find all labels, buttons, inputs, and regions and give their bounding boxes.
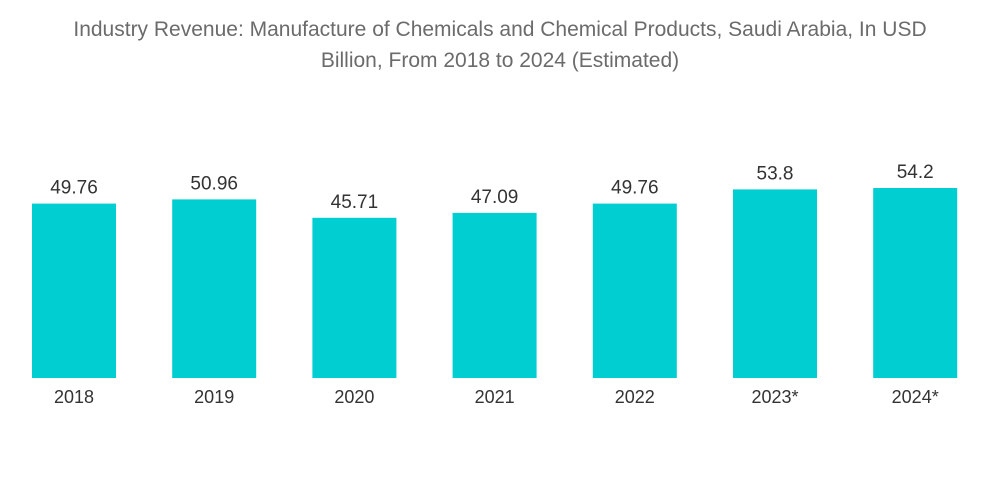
x-tick-labels-group: 2018 2019 2020 2021 2022 2023* 2024* bbox=[54, 387, 939, 407]
x-tick-label: 2021 bbox=[475, 387, 515, 407]
bar-2018 bbox=[32, 203, 116, 378]
x-tick-label: 2022 bbox=[615, 387, 655, 407]
bar-2024-est bbox=[873, 188, 958, 378]
value-label: 49.76 bbox=[611, 178, 659, 199]
bar-2023-est bbox=[733, 189, 817, 378]
value-labels-group: 49.76 50.96 45.71 47.09 49.76 53.8 54.2 bbox=[50, 162, 933, 213]
x-tick-label: 2024* bbox=[892, 387, 939, 407]
bar-2020 bbox=[312, 217, 397, 378]
value-label: 45.71 bbox=[331, 192, 379, 213]
value-label: 50.96 bbox=[190, 173, 238, 194]
bar-2019 bbox=[172, 199, 257, 378]
bar-2022 bbox=[592, 203, 677, 378]
chart-title-line-1: Industry Revenue: Manufacture of Chemica… bbox=[73, 18, 927, 41]
value-label: 49.76 bbox=[50, 178, 98, 199]
x-tick-label: 2018 bbox=[54, 387, 94, 407]
x-tick-label: 2023* bbox=[751, 387, 798, 407]
x-tick-label: 2019 bbox=[194, 387, 234, 407]
chart-title-line-2: Billion, From 2018 to 2024 (Estimated) bbox=[320, 49, 680, 72]
bar-2021 bbox=[452, 212, 537, 378]
bars-group bbox=[32, 188, 958, 378]
x-tick-label: 2020 bbox=[334, 387, 374, 407]
value-label: 53.8 bbox=[757, 163, 794, 184]
value-label: 54.2 bbox=[897, 162, 934, 183]
chart-title: Industry Revenue: Manufacture of Chemica… bbox=[0, 14, 1000, 76]
value-label: 47.09 bbox=[471, 187, 519, 208]
